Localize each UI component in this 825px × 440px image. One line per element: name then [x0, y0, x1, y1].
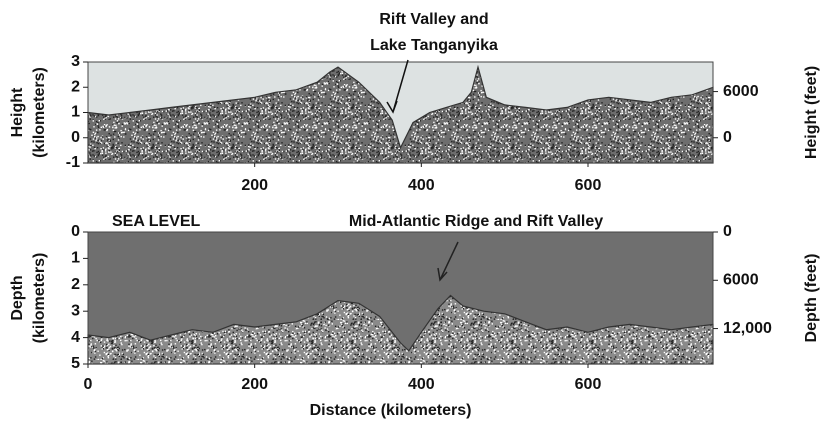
y-tick-label: 3 — [71, 53, 80, 70]
y-axis-label: (kilometers) — [31, 67, 48, 158]
y2-axis-label: Depth (feet) — [803, 254, 820, 343]
annotation: Rift Valley and — [379, 11, 488, 28]
y2-tick-label: 6000 — [723, 271, 759, 288]
y2-tick-label: 0 — [723, 223, 732, 240]
x-tick-label: 600 — [575, 376, 602, 393]
sea-level-label: SEA LEVEL — [112, 213, 201, 230]
y-tick-label: 1 — [71, 250, 80, 267]
annotation: Mid-Atlantic Ridge and Rift Valley — [349, 213, 603, 230]
x-tick-label: 200 — [241, 177, 268, 194]
y-tick-label: 2 — [71, 78, 80, 95]
y-tick-label: 0 — [71, 129, 80, 146]
x-tick-label: 400 — [408, 177, 435, 194]
y-tick-label: -1 — [66, 154, 80, 171]
y-tick-label: 2 — [71, 276, 80, 293]
y-tick-label: 1 — [71, 104, 80, 121]
annotation: Lake Tanganyika — [370, 37, 498, 54]
x-axis-label: Distance (kilometers) — [310, 402, 472, 419]
y-tick-label: 0 — [71, 223, 80, 240]
y-tick-label: 4 — [71, 329, 80, 346]
x-tick-label: 0 — [84, 376, 93, 393]
y-axis-label: Depth — [9, 275, 26, 320]
y2-tick-label: 0 — [723, 129, 732, 146]
y-axis-label: (kilometers) — [31, 253, 48, 344]
x-tick-label: 600 — [575, 177, 602, 194]
x-tick-label: 400 — [408, 376, 435, 393]
figure: 3210-160000200400600Height(kilometers)He… — [0, 0, 825, 435]
x-tick-label: 200 — [241, 376, 268, 393]
y2-axis-label: Height (feet) — [803, 66, 820, 159]
y-axis-label: Height — [9, 87, 26, 137]
y-tick-label: 5 — [71, 355, 80, 372]
y2-tick-label: 6000 — [723, 83, 759, 100]
y2-tick-label: 12,000 — [723, 320, 772, 337]
y-tick-label: 3 — [71, 302, 80, 319]
